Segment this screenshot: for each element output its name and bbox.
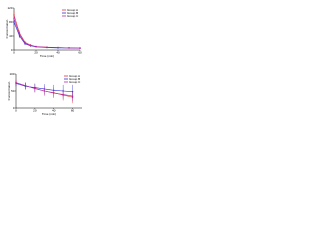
- y-tick-label: 100: [9, 72, 14, 76]
- point: [35, 46, 37, 48]
- point: [29, 44, 32, 47]
- y-tick-label: 40: [9, 34, 13, 38]
- y-axis-label: Concentration: [5, 19, 9, 38]
- point: [79, 47, 81, 49]
- x-tick-label: 0: [13, 51, 15, 55]
- point: [57, 46, 59, 49]
- x-tick-label: 0: [15, 109, 17, 113]
- x-tick-label: 40: [52, 109, 56, 113]
- x-axis-label: Time (min): [42, 112, 56, 116]
- series-line: [13, 14, 80, 49]
- x-tick-label: 40: [56, 51, 60, 55]
- x-axis-label: Time (min): [40, 54, 54, 58]
- legend-label: Group C: [69, 80, 81, 84]
- x-tick-label: 20: [33, 109, 37, 113]
- point: [24, 84, 27, 87]
- point: [24, 42, 26, 44]
- point: [71, 95, 74, 97]
- x-tick-label: 20: [34, 51, 38, 55]
- y-tick-label: 80: [9, 20, 13, 24]
- legend-label: Group A: [69, 74, 80, 78]
- y-tick-label: 0: [11, 48, 13, 52]
- series-line: [13, 21, 81, 49]
- point: [34, 87, 36, 90]
- point: [13, 17, 15, 20]
- x-tick-label: 60: [71, 109, 75, 113]
- y-axis-label: Concentration: [7, 81, 11, 100]
- legend-label: Group B: [69, 77, 80, 81]
- y-tick-label: 120: [7, 6, 12, 10]
- legend-label: Group B: [67, 11, 78, 15]
- point: [18, 33, 21, 36]
- legend-label: Group C: [67, 14, 79, 18]
- figure: 0 40 80 120 0 20 40 60 Time (min) Concentration Gr…: [5, 6, 82, 116]
- point: [68, 47, 70, 49]
- y-tick-label: 0: [13, 106, 15, 110]
- point: [62, 93, 64, 96]
- y-tick-label: 50: [11, 89, 15, 93]
- point: [53, 92, 55, 94]
- point: [46, 46, 48, 48]
- legend-label: Group A: [67, 8, 78, 12]
- series-line: [13, 18, 81, 49]
- x-tick-label: 60: [78, 51, 82, 55]
- point: [15, 82, 17, 84]
- point: [43, 90, 45, 92]
